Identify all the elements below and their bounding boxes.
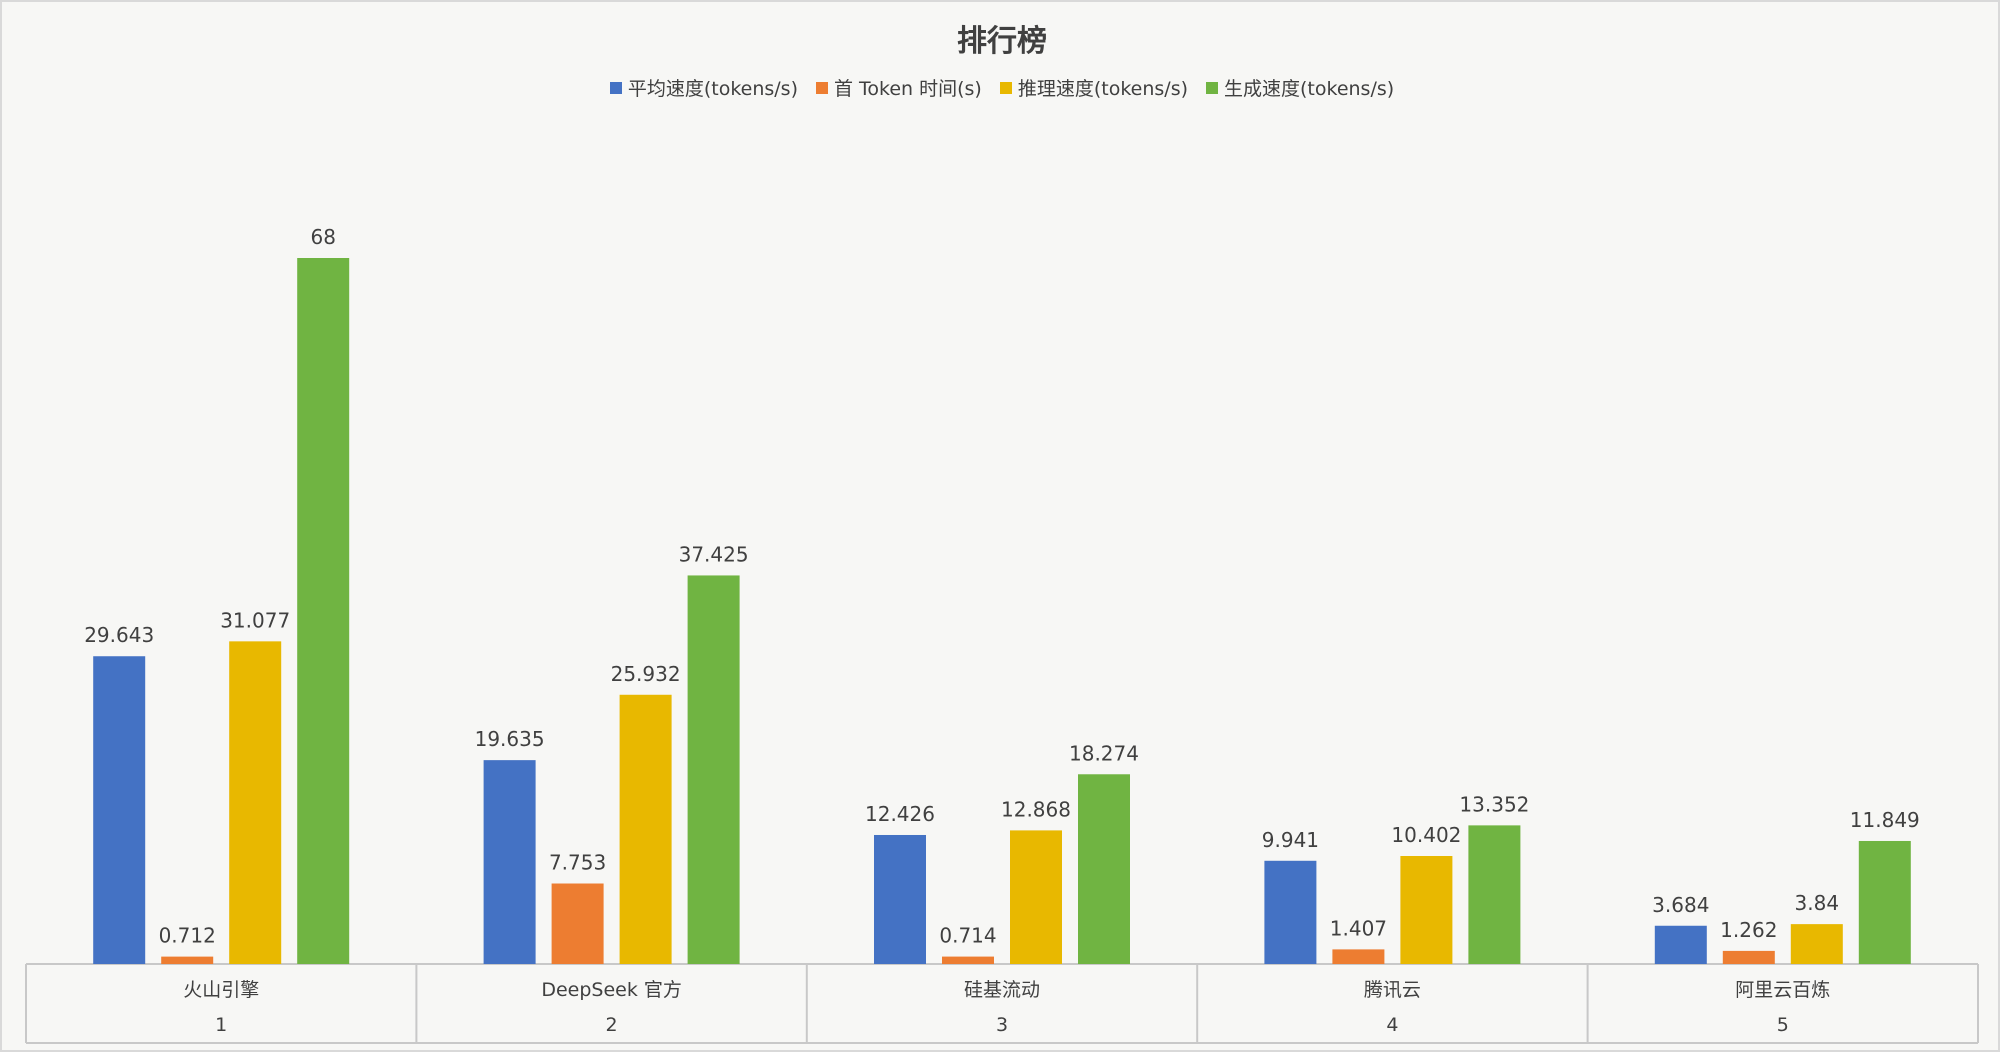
chart-title: 排行榜 — [957, 24, 1047, 59]
bar — [1010, 830, 1062, 964]
rank-label: 3 — [996, 1014, 1008, 1036]
data-label: 9.941 — [1262, 828, 1319, 852]
bar — [1468, 825, 1521, 964]
data-label: 12.868 — [1001, 797, 1071, 821]
bar — [93, 656, 146, 964]
data-label: 0.714 — [939, 924, 996, 948]
legend-label: 生成速度(tokens/s) — [1224, 78, 1395, 100]
bar — [1078, 774, 1130, 964]
data-label: 3.84 — [1795, 891, 1840, 915]
bar — [1264, 860, 1317, 964]
bar — [1722, 950, 1775, 964]
rank-label: 4 — [1386, 1014, 1398, 1036]
category-label: 阿里云百炼 — [1735, 979, 1830, 1001]
data-label: 7.753 — [549, 851, 606, 875]
legend-swatch — [609, 81, 622, 94]
data-label: 3.684 — [1652, 893, 1709, 917]
legend-label: 平均速度(tokens/s) — [627, 78, 798, 100]
data-label: 19.635 — [475, 727, 545, 751]
bar — [551, 883, 604, 964]
data-label: 37.425 — [679, 542, 749, 566]
rank-label: 1 — [215, 1014, 227, 1036]
data-label: 0.712 — [159, 924, 216, 948]
category-label: 硅基流动 — [964, 979, 1040, 1001]
bar — [1790, 924, 1843, 964]
bar — [619, 694, 672, 964]
category-label: DeepSeek 官方 — [541, 979, 682, 1001]
category-label: 火山引擎 — [183, 979, 259, 1001]
legend-label: 推理速度(tokens/s) — [1017, 78, 1189, 100]
data-label: 13.352 — [1459, 792, 1529, 816]
data-label: 1.262 — [1720, 918, 1777, 942]
bar — [483, 760, 536, 964]
data-label: 25.932 — [611, 662, 681, 686]
bar — [1332, 949, 1385, 964]
bar — [942, 956, 994, 964]
bar — [1858, 840, 1911, 964]
bar — [161, 956, 214, 964]
bar — [687, 575, 740, 964]
bar — [874, 834, 926, 964]
legend-item-reasoning-speed: 推理速度(tokens/s) — [999, 74, 1189, 101]
data-label: 18.274 — [1069, 741, 1139, 765]
data-label: 29.643 — [84, 623, 154, 647]
rank-label: 5 — [1777, 1014, 1789, 1036]
data-label: 12.426 — [865, 802, 935, 826]
legend-label: 首 Token 时间(s) — [833, 78, 982, 100]
bar — [1654, 925, 1707, 964]
bar — [229, 641, 282, 964]
legend-item-avg-speed: 平均速度(tokens/s) — [609, 74, 798, 101]
rank-label: 2 — [606, 1014, 618, 1036]
legend: 平均速度(tokens/s) 首 Token 时间(s) 推理速度(tokens… — [2, 74, 2000, 101]
legend-item-first-token: 首 Token 时间(s) — [815, 74, 982, 101]
data-label: 11.849 — [1850, 808, 1920, 832]
data-label: 31.077 — [220, 608, 290, 632]
data-label: 1.407 — [1330, 916, 1387, 940]
legend-swatch — [815, 81, 828, 94]
legend-swatch — [1206, 81, 1219, 94]
data-label: 68 — [310, 225, 335, 249]
legend-item-generation-speed: 生成速度(tokens/s) — [1206, 74, 1394, 101]
legend-swatch — [999, 81, 1012, 94]
bar — [1400, 856, 1453, 964]
data-label: 10.402 — [1391, 823, 1461, 847]
bar — [297, 258, 350, 964]
category-label: 腾讯云 — [1364, 979, 1421, 1001]
